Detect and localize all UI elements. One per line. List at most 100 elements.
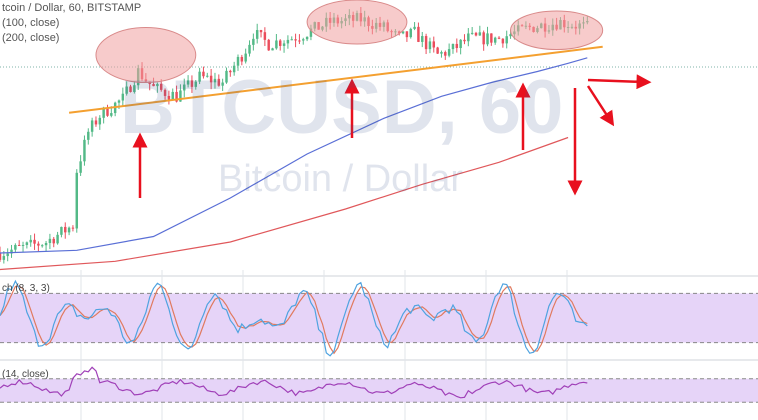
candle-body: [424, 36, 428, 50]
candle-body: [110, 113, 113, 116]
candle-body: [244, 53, 247, 62]
candle-body: [432, 41, 436, 48]
candle-body: [263, 32, 267, 40]
candle-body: [294, 39, 297, 41]
candle-body: [236, 56, 240, 66]
candle-body: [478, 32, 482, 36]
red-arrow: [586, 85, 615, 127]
chart-header-sma100: (100, close): [2, 17, 60, 29]
candle-body: [0, 253, 2, 260]
candle-body: [490, 33, 493, 43]
candle-body: [167, 95, 171, 100]
candle-body: [94, 120, 98, 125]
candle-body: [467, 33, 470, 42]
candle-body: [175, 91, 178, 102]
candle-body: [474, 32, 478, 36]
candle-body: [121, 93, 125, 101]
candle-body: [240, 56, 244, 62]
candle-body: [221, 82, 224, 86]
highlight-ellipse: [95, 27, 197, 83]
candle-body: [25, 242, 29, 245]
candle-body: [451, 43, 455, 50]
candle-body: [486, 33, 489, 45]
candle-body: [209, 75, 213, 83]
candle-body: [48, 238, 52, 243]
candle-body: [275, 40, 278, 49]
candle-body: [202, 71, 205, 77]
rsi-label: (14, close): [2, 369, 49, 380]
candle-body: [179, 90, 182, 102]
candle-body: [252, 38, 255, 45]
candle-body: [21, 244, 25, 246]
candlestick-series: [0, 6, 589, 264]
candle-body: [217, 78, 221, 86]
candle-body: [213, 78, 217, 83]
candle-body: [309, 28, 313, 37]
candle-body: [163, 89, 167, 96]
candle-body: [225, 70, 228, 83]
candle-body: [83, 139, 86, 162]
candle-body: [33, 239, 36, 244]
candle-body: [206, 75, 209, 77]
candle-body: [117, 100, 121, 103]
candle-body: [186, 80, 190, 85]
candle-body: [10, 249, 13, 254]
candle-body: [413, 26, 416, 29]
chart-header-sma200: (200, close): [2, 32, 60, 44]
candle-body: [44, 242, 48, 246]
candle-body: [428, 41, 432, 50]
candle-body: [64, 226, 67, 233]
stoch-band: [0, 293, 758, 343]
candle-body: [505, 36, 508, 44]
candle-body: [444, 52, 447, 56]
candle-body: [470, 32, 474, 34]
candle-body: [183, 84, 186, 91]
sma-100-line: [0, 57, 588, 254]
candle-body: [493, 37, 497, 43]
candle-body: [417, 26, 420, 42]
candle-body: [60, 226, 63, 235]
candle-body: [90, 120, 94, 132]
stoch-d-line: [0, 284, 588, 355]
candle-body: [286, 39, 290, 44]
candle-body: [125, 86, 128, 94]
candle-body: [497, 37, 501, 39]
candle-body: [106, 107, 109, 116]
candle-body: [278, 40, 282, 46]
candle-body: [6, 253, 9, 257]
candle-body: [271, 48, 274, 51]
highlight-ellipse: [510, 10, 604, 50]
candle-body: [501, 38, 505, 44]
rsi-line: [0, 366, 588, 399]
candle-body: [156, 83, 159, 87]
candle-body: [52, 238, 55, 244]
candle-body: [405, 31, 409, 38]
candle-body: [436, 47, 439, 54]
candle-body: [267, 39, 270, 51]
candle-body: [447, 49, 451, 56]
red-arrow: [587, 74, 652, 90]
candle-body: [67, 227, 71, 233]
candle-body: [455, 43, 459, 49]
candle-body: [152, 84, 155, 87]
candle-body: [194, 81, 198, 87]
candle-body: [232, 65, 236, 73]
candle-body: [29, 239, 32, 243]
candle-body: [159, 83, 163, 90]
support-trendline: [68, 45, 603, 114]
candle-body: [133, 85, 136, 92]
candle-body: [171, 91, 174, 100]
candle-body: [459, 39, 462, 49]
candle-body: [98, 117, 102, 125]
sma-200-line: [0, 136, 569, 271]
candle-body: [102, 107, 105, 118]
candle-body: [440, 52, 443, 54]
candle-body: [198, 71, 201, 82]
stoch-label: ch (8, 3, 3): [2, 283, 50, 294]
candle-body: [290, 39, 293, 41]
candle-body: [282, 43, 286, 46]
candle-body: [248, 44, 251, 54]
candle-body: [2, 256, 6, 260]
